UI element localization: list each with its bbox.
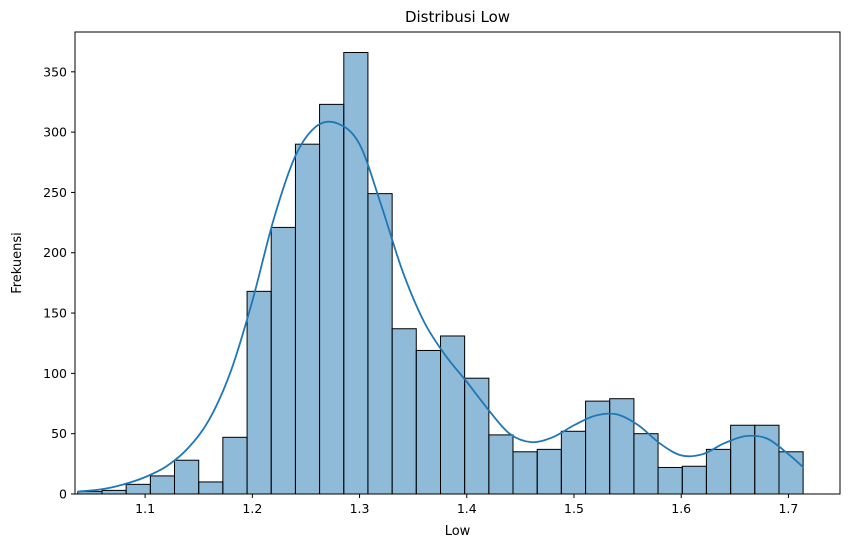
histogram-bar	[222, 436, 248, 495]
histogram-bar	[391, 328, 417, 495]
y-tick-label: 0	[59, 487, 67, 502]
y-axis-label: Frekuensi	[10, 232, 25, 294]
x-tick-label: 1.1	[135, 501, 155, 516]
x-tick-label: 1.2	[242, 501, 262, 516]
histogram-bar	[560, 430, 587, 495]
y-axis: 0 50 100 150 200 250 300 350	[43, 64, 75, 502]
histogram-bar	[681, 465, 707, 495]
histogram-bar	[633, 433, 659, 495]
x-tick-label: 1.4	[457, 501, 477, 516]
histogram-bar	[173, 459, 200, 495]
y-tick-label: 250	[43, 185, 67, 200]
x-tick-label: 1.6	[671, 501, 691, 516]
kde-line	[77, 120, 805, 493]
plot-frame	[74, 31, 841, 495]
histogram-bar	[488, 434, 514, 495]
histogram-bar	[149, 475, 175, 495]
y-tick-label: 50	[51, 426, 67, 441]
histogram-bar	[415, 349, 442, 495]
histogram-bar	[367, 193, 393, 495]
histogram-bar	[778, 451, 804, 495]
x-tick-label: 1.5	[564, 501, 584, 516]
histogram-bars	[77, 52, 804, 495]
chart-title: Distribusi Low	[405, 8, 510, 26]
histogram-bar	[198, 481, 224, 495]
y-tick-label: 200	[43, 245, 67, 260]
y-tick-label: 300	[43, 125, 67, 140]
histogram-bar	[270, 226, 296, 495]
histogram-bar	[440, 335, 466, 495]
histogram-bar	[101, 489, 127, 495]
x-tick-label: 1.7	[778, 501, 798, 516]
histogram-bar	[319, 103, 345, 495]
y-tick-label: 100	[43, 366, 67, 381]
x-axis: 1.1 1.2 1.3 1.4 1.5 1.6 1.7	[135, 494, 798, 516]
histogram-bar	[343, 52, 369, 495]
histogram-bar	[512, 451, 538, 495]
histogram-bar	[536, 448, 562, 495]
y-tick-label: 350	[43, 64, 67, 79]
histogram-bar	[125, 483, 151, 495]
x-tick-label: 1.3	[350, 501, 370, 516]
histogram-bar	[657, 466, 683, 495]
y-tick-label: 150	[43, 306, 67, 321]
x-axis-label: Low	[445, 524, 471, 539]
histogram-bar	[246, 290, 272, 495]
histogram-bar	[705, 448, 732, 495]
histogram-bar	[294, 143, 321, 495]
